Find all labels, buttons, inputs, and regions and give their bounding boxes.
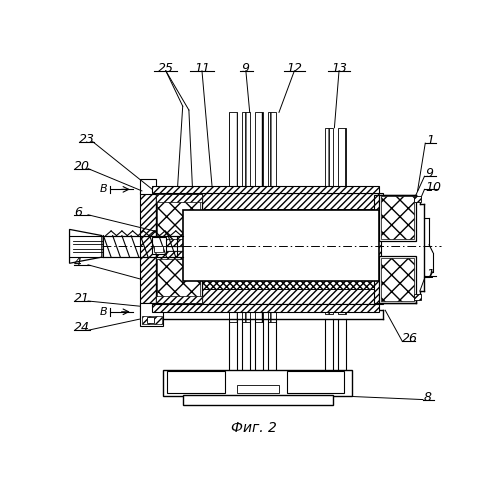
- Text: 8: 8: [424, 391, 432, 404]
- Bar: [152, 237, 166, 254]
- Bar: [154, 246, 164, 252]
- Text: 13: 13: [331, 62, 347, 75]
- Polygon shape: [70, 230, 102, 264]
- Text: 12: 12: [286, 62, 302, 75]
- Bar: [325, 260, 333, 314]
- Bar: [156, 251, 202, 304]
- Bar: [229, 252, 237, 322]
- Bar: [374, 194, 381, 302]
- Text: 24: 24: [74, 322, 90, 334]
- Bar: [164, 280, 379, 288]
- Text: 25: 25: [158, 62, 174, 75]
- Bar: [167, 371, 225, 392]
- Bar: [158, 196, 200, 245]
- Bar: [140, 302, 156, 318]
- Bar: [152, 304, 379, 312]
- Bar: [255, 112, 263, 193]
- Text: 4: 4: [74, 256, 82, 269]
- Bar: [156, 251, 202, 258]
- Text: 10: 10: [425, 180, 441, 194]
- Bar: [379, 194, 416, 241]
- Bar: [255, 252, 263, 322]
- Text: В: В: [99, 184, 107, 194]
- Text: В: В: [99, 307, 107, 317]
- Bar: [152, 193, 383, 210]
- Bar: [183, 395, 333, 405]
- Bar: [268, 252, 276, 322]
- Bar: [414, 196, 421, 202]
- Bar: [325, 128, 333, 193]
- Bar: [142, 316, 162, 324]
- Bar: [287, 371, 344, 392]
- Text: 20: 20: [74, 160, 90, 173]
- Text: 9: 9: [425, 168, 433, 180]
- Bar: [140, 192, 156, 304]
- Bar: [338, 128, 346, 193]
- Bar: [140, 178, 156, 194]
- Text: 6: 6: [74, 206, 82, 219]
- Bar: [164, 208, 379, 218]
- Bar: [242, 252, 249, 322]
- Bar: [140, 302, 164, 326]
- Bar: [156, 194, 202, 202]
- Bar: [152, 287, 383, 304]
- Bar: [414, 294, 421, 300]
- Text: 9: 9: [242, 62, 250, 75]
- Text: 26: 26: [402, 332, 418, 345]
- Bar: [183, 210, 379, 281]
- Bar: [379, 256, 416, 302]
- Bar: [147, 317, 154, 324]
- Bar: [338, 260, 346, 314]
- Bar: [156, 296, 202, 304]
- Text: Фиг. 2: Фиг. 2: [232, 421, 277, 435]
- Text: 23: 23: [79, 133, 95, 146]
- Bar: [229, 112, 237, 193]
- Bar: [164, 370, 352, 396]
- Text: 1: 1: [426, 134, 434, 147]
- Text: 21: 21: [74, 292, 90, 305]
- Bar: [381, 196, 414, 240]
- Bar: [152, 186, 379, 193]
- Bar: [156, 238, 202, 246]
- Text: 1: 1: [426, 268, 434, 280]
- Bar: [242, 112, 249, 193]
- Bar: [156, 194, 202, 246]
- Bar: [268, 112, 276, 193]
- Bar: [237, 385, 279, 392]
- Bar: [381, 258, 414, 301]
- Bar: [158, 252, 200, 302]
- Text: 11: 11: [194, 62, 210, 75]
